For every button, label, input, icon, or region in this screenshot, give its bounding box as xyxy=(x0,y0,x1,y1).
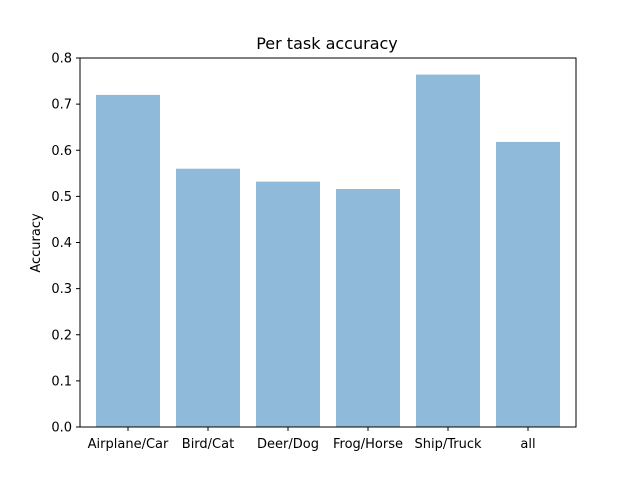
y-axis-label: Accuracy xyxy=(29,213,44,273)
y-tick-label-3: 0.3 xyxy=(51,282,72,297)
x-tick-label-1: Bird/Cat xyxy=(182,437,234,452)
bars-layer xyxy=(96,74,560,428)
bar-2 xyxy=(256,181,320,427)
bar-4 xyxy=(416,74,480,427)
x-tick-label-3: Frog/Horse xyxy=(333,437,403,452)
y-tick-label-6: 0.6 xyxy=(51,144,72,159)
y-tick-label-7: 0.7 xyxy=(51,98,72,113)
y-tick-label-5: 0.5 xyxy=(51,190,72,205)
y-tick-label-8: 0.8 xyxy=(51,52,72,67)
chart-title: Per task accuracy xyxy=(256,34,398,53)
x-ticks: Airplane/Car Bird/Cat Deer/Dog Frog/Horse Sh… xyxy=(88,427,536,452)
bar-5 xyxy=(496,141,560,427)
x-tick-label-2: Deer/Dog xyxy=(257,437,319,452)
y-tick-label-4: 0.4 xyxy=(51,236,72,251)
bar-0 xyxy=(96,94,160,428)
x-tick-label-0: Airplane/Car xyxy=(88,437,169,452)
bar-3 xyxy=(336,188,400,427)
bar-1 xyxy=(176,168,240,427)
y-ticks: 0.0 0.1 0.2 0.3 0.4 0.5 0.6 0.7 0.8 xyxy=(51,52,80,436)
plot-frame xyxy=(79,57,577,428)
y-tick-label-1: 0.1 xyxy=(51,374,72,389)
x-tick-label-4: Ship/Truck xyxy=(414,437,481,452)
y-tick-label-2: 0.2 xyxy=(51,328,72,343)
x-tick-label-5: all xyxy=(520,437,535,452)
y-tick-label-0: 0.0 xyxy=(51,421,72,436)
